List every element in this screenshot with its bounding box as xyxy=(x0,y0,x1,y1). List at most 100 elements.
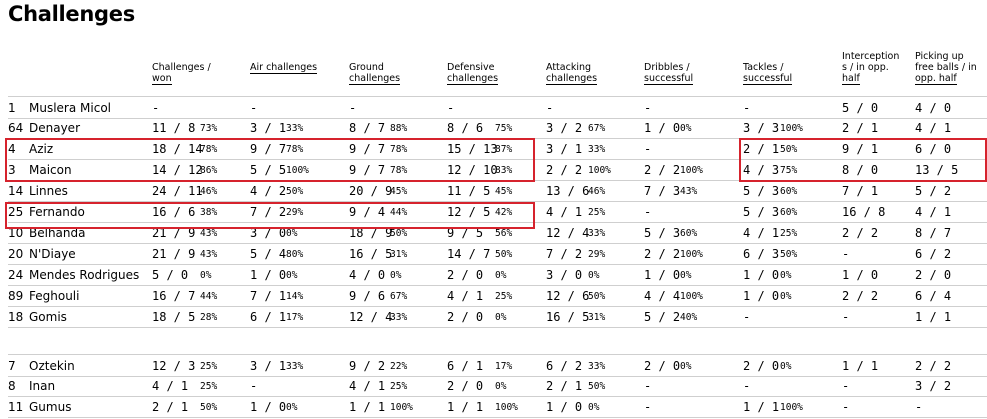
player-name: N'Diaye xyxy=(29,247,76,261)
stat-value: - xyxy=(644,205,652,219)
stat-percent: 33% xyxy=(588,144,606,155)
table-row: 8 Inan 4 / 1 25% - 4 / 1 25% 2 / 0 0% 2 / 1 50% - - -… xyxy=(8,375,987,397)
stat-value: - xyxy=(644,101,652,115)
stat-percent: 0% xyxy=(588,270,600,281)
stat-percent: 0% xyxy=(780,361,792,372)
stat-value: 9 / 1 xyxy=(842,142,879,156)
highlight-box-0 xyxy=(5,138,535,182)
column-header-line: Air challenges xyxy=(250,62,318,74)
player-number: 7 xyxy=(8,359,16,373)
stat-value: 2 / 1 xyxy=(743,142,780,156)
stat-value: 6 / 1 xyxy=(250,310,287,324)
column-header-line: successful xyxy=(743,73,793,85)
table-row: 7 Oztekin 12 / 3 25% 3 / 1 33% 9 / 2 22% 6 / 1 17… xyxy=(8,354,987,377)
stat-percent: 56% xyxy=(495,228,513,239)
column-header-line: challenges xyxy=(546,73,598,85)
stat-value: 6 / 2 xyxy=(915,247,952,261)
stat-value: 12 / 5 xyxy=(447,205,491,219)
stat-value: 4 / 1 xyxy=(743,226,780,240)
stat-percent: 31% xyxy=(390,249,408,260)
column-header-text: challenges xyxy=(447,73,499,85)
stat-value: 3 / 1 xyxy=(250,121,287,135)
stat-percent: 80% xyxy=(286,249,304,260)
player-number: 3 xyxy=(8,163,16,177)
stat-value: 9 / 2 xyxy=(349,359,386,373)
stat-value: 11 / 8 xyxy=(152,121,196,135)
stat-percent: 75% xyxy=(780,165,798,176)
stat-percent: 100% xyxy=(390,402,413,413)
stat-value: 18 / 14 xyxy=(152,142,203,156)
stat-percent: 45% xyxy=(495,186,513,197)
stat-percent: 73% xyxy=(200,123,218,134)
stat-value: 9 / 7 xyxy=(250,142,287,156)
stat-value: 15 / 13 xyxy=(447,142,498,156)
stat-value: 1 / 0 xyxy=(644,121,681,135)
stat-value: 2 / 0 xyxy=(447,310,484,324)
stat-value: - xyxy=(743,101,751,115)
player-cell: 10 Belhanda xyxy=(8,226,85,240)
stat-value: 1 / 0 xyxy=(546,400,583,414)
stat-value: 8 / 0 xyxy=(842,163,879,177)
column-header-line: half xyxy=(842,73,899,85)
stat-percent: 14% xyxy=(286,291,304,302)
player-cell: 7 Oztekin xyxy=(8,359,75,373)
stat-value: - xyxy=(842,400,850,414)
stat-value: 4 / 1 xyxy=(152,379,189,393)
stat-percent: 0% xyxy=(780,291,792,302)
stat-value: 14 / 12 xyxy=(152,163,203,177)
stat-value: 9 / 5 xyxy=(447,226,484,240)
stat-value: 4 / 1 xyxy=(546,205,583,219)
column-header-2: Ground challenges xyxy=(349,62,401,85)
column-header-line: opp. half xyxy=(915,73,977,85)
column-header-line: Challenges / xyxy=(152,62,211,73)
player-name: Gomis xyxy=(29,310,67,324)
stat-value: 16 / 6 xyxy=(152,205,196,219)
stat-percent: 31% xyxy=(588,312,606,323)
stat-value: 12 / 10 xyxy=(447,163,498,177)
stat-value: 16 / 8 xyxy=(842,205,886,219)
player-name: Feghouli xyxy=(29,289,80,303)
player-number: 64 xyxy=(8,121,24,135)
stat-value: 7 / 1 xyxy=(842,184,879,198)
stat-percent: 46% xyxy=(588,186,606,197)
stat-value: 18 / 5 xyxy=(152,310,196,324)
stat-percent: 100% xyxy=(588,165,611,176)
player-number: 24 xyxy=(8,268,24,282)
stat-value: 12 / 4 xyxy=(349,310,393,324)
stat-value: 1 / 0 xyxy=(250,268,287,282)
stat-value: 20 / 9 xyxy=(349,184,393,198)
stat-percent: 33% xyxy=(286,123,304,134)
highlight-box-1 xyxy=(739,138,987,182)
stat-value: 2 / 2 xyxy=(644,163,681,177)
stat-value: 9 / 6 xyxy=(349,289,386,303)
player-number: 4 xyxy=(8,142,16,156)
column-header-8: Picking up free balls / in opp. half xyxy=(915,51,977,85)
stat-value: 11 / 5 xyxy=(447,184,491,198)
column-header-0: Challenges / won xyxy=(152,62,211,85)
stat-value: 8 / 6 xyxy=(447,121,484,135)
stat-percent: 0% xyxy=(200,270,212,281)
stat-value: - xyxy=(250,379,258,393)
stat-value: 1 / 0 xyxy=(842,268,879,282)
player-cell: 11 Gumus xyxy=(8,400,71,414)
player-number: 14 xyxy=(8,184,24,198)
column-header-text: Air challenges xyxy=(250,62,318,74)
column-header-6: Tackles / successful xyxy=(743,62,793,85)
table-row: 4 Aziz 18 / 14 78% 9 / 7 78% 9 / 7 78% 15 / 13 87… xyxy=(8,138,987,160)
stat-percent: 0% xyxy=(495,312,507,323)
stat-percent: 50% xyxy=(390,228,408,239)
stat-percent: 50% xyxy=(495,249,513,260)
stat-value: - xyxy=(743,379,751,393)
stat-value: 16 / 5 xyxy=(546,310,590,324)
stat-percent: 100% xyxy=(680,165,703,176)
stat-percent: 88% xyxy=(390,123,408,134)
column-header-line: successful xyxy=(644,73,694,85)
stat-percent: 40% xyxy=(680,312,698,323)
stat-percent: 33% xyxy=(588,361,606,372)
table-row: 11 Gumus 2 / 1 50% 1 / 0 0% 1 / 1 100% 1 / 1 100%… xyxy=(8,396,987,418)
player-cell: 89 Feghouli xyxy=(8,289,79,303)
stat-percent: 17% xyxy=(286,312,304,323)
stat-value: - xyxy=(349,101,357,115)
stat-percent: 60% xyxy=(680,228,698,239)
player-name: Muslera Micol xyxy=(29,101,111,115)
